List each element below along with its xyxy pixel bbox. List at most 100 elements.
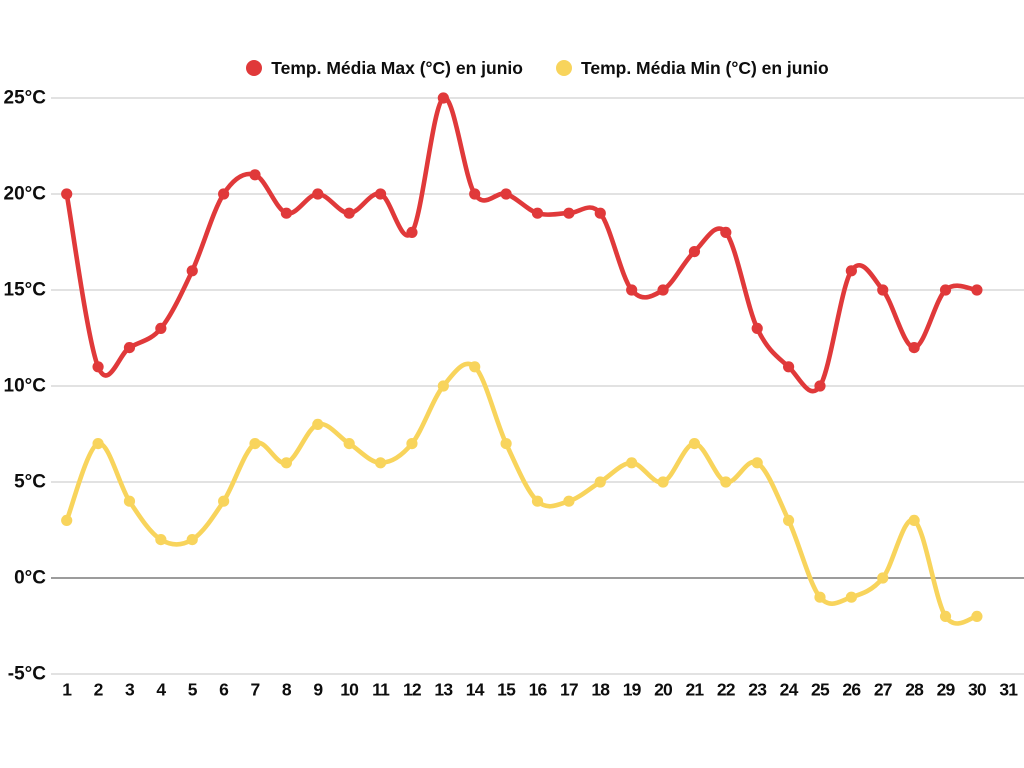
x-tick-label: 5 [188,680,198,700]
x-tick-label: 16 [529,680,548,700]
x-tick-label: 22 [717,680,736,700]
y-tick-label: 20°C [4,184,47,205]
legend-item-temp-max[interactable]: Temp. Média Max (°C) en junio [246,58,523,79]
data-point-temp-max [406,226,418,238]
data-point-temp-min [406,438,418,450]
data-point-temp-min [908,514,920,527]
data-point-temp-min [469,361,481,373]
data-point-temp-max [92,361,104,373]
data-point-temp-max [657,284,669,296]
data-point-temp-min [720,476,732,488]
data-point-temp-min [971,610,983,623]
data-point-temp-max [814,380,826,392]
data-point-temp-max [218,188,230,200]
y-tick-label: 5°C [14,472,46,493]
x-tick-label: 18 [591,680,610,700]
data-point-temp-min [92,438,104,450]
legend-dot-temp-min [555,60,572,76]
data-point-temp-max [249,169,261,181]
x-tick-label: 12 [403,680,422,700]
y-tick-label: 10°C [4,376,47,397]
x-tick-label: 19 [623,680,642,700]
x-tick-label: 1 [62,680,72,700]
data-point-temp-max [594,207,606,219]
data-point-temp-max [374,188,387,200]
data-point-temp-min [186,534,198,546]
x-tick-label: 4 [156,680,166,700]
data-point-temp-max [626,284,638,296]
data-point-temp-max [563,207,575,219]
data-point-temp-min [374,457,387,469]
x-tick-label: 29 [937,680,956,700]
data-point-temp-max [343,207,355,219]
data-point-temp-min [594,476,606,488]
data-point-temp-min [500,438,512,450]
gridlines [51,97,1024,675]
data-point-temp-min [626,457,638,469]
data-point-temp-min [343,438,355,450]
data-point-temp-max [500,188,512,200]
data-point-temp-max [908,342,920,354]
data-point-temp-max [751,322,763,334]
data-point-temp-min [657,476,669,488]
x-tick-label: 13 [434,680,453,700]
series-points [61,92,983,623]
data-point-temp-min [249,438,261,450]
data-point-temp-min [814,591,826,603]
x-tick-label: 8 [282,680,292,700]
y-axis-labels: 25°C 20°C 15°C 10°C 5°C 0°C -5°C [4,88,47,685]
data-point-temp-max [155,322,167,334]
data-point-temp-max [469,188,481,200]
data-point-temp-max [782,361,795,373]
data-point-temp-max [877,284,889,296]
x-tick-label: 20 [654,680,673,700]
data-point-temp-min [312,418,324,430]
data-point-temp-max [61,188,73,200]
data-point-temp-max [280,207,293,219]
x-tick-label: 6 [219,680,229,700]
data-point-temp-max [688,246,701,258]
x-tick-label: 3 [125,680,135,700]
data-point-temp-max [531,207,544,219]
data-point-temp-max [312,188,324,200]
data-point-temp-min [155,534,167,546]
y-tick-label: 25°C [4,88,47,109]
x-tick-label: 10 [340,680,359,700]
x-tick-label: 21 [685,680,704,700]
legend-item-temp-min[interactable]: Temp. Média Min (°C) en junio [555,57,829,79]
legend-dot-temp-max [246,60,263,76]
data-point-temp-max [437,92,449,104]
data-point-temp-min [751,457,763,469]
data-point-temp-min [563,495,575,507]
data-point-temp-min [782,514,795,527]
x-tick-label: 23 [748,680,767,700]
data-point-temp-min [939,610,952,623]
y-tick-label: 15°C [4,280,47,301]
x-tick-label: 11 [372,680,390,700]
y-tick-label: -5°C [8,664,46,685]
data-point-temp-max [186,265,198,277]
chart-legend: Temp. Média Max (°C) en junio Temp. Médi… [51,55,1024,81]
data-point-temp-min [531,495,544,507]
x-tick-label: 2 [94,680,104,700]
data-point-temp-min [123,495,136,507]
legend-label-temp-min: Temp. Média Min (°C) en junio [580,57,829,78]
x-tick-label: 24 [780,680,799,700]
data-point-temp-max [939,284,952,296]
x-tick-label: 31 [999,680,1018,700]
series-line-temp-min [64,361,980,626]
legend-label-temp-max: Temp. Média Max (°C) en junio [271,57,523,78]
x-tick-label: 30 [968,680,987,700]
x-tick-label: 25 [811,680,830,700]
data-point-temp-max [720,226,732,238]
x-tick-label: 27 [874,680,892,700]
data-point-temp-max [971,284,983,296]
series-lines [64,95,980,626]
data-point-temp-min [280,457,293,469]
x-tick-label: 17 [560,680,578,700]
series-line-temp-max [64,95,980,394]
data-point-temp-min [877,572,889,584]
data-point-temp-min [688,438,701,450]
